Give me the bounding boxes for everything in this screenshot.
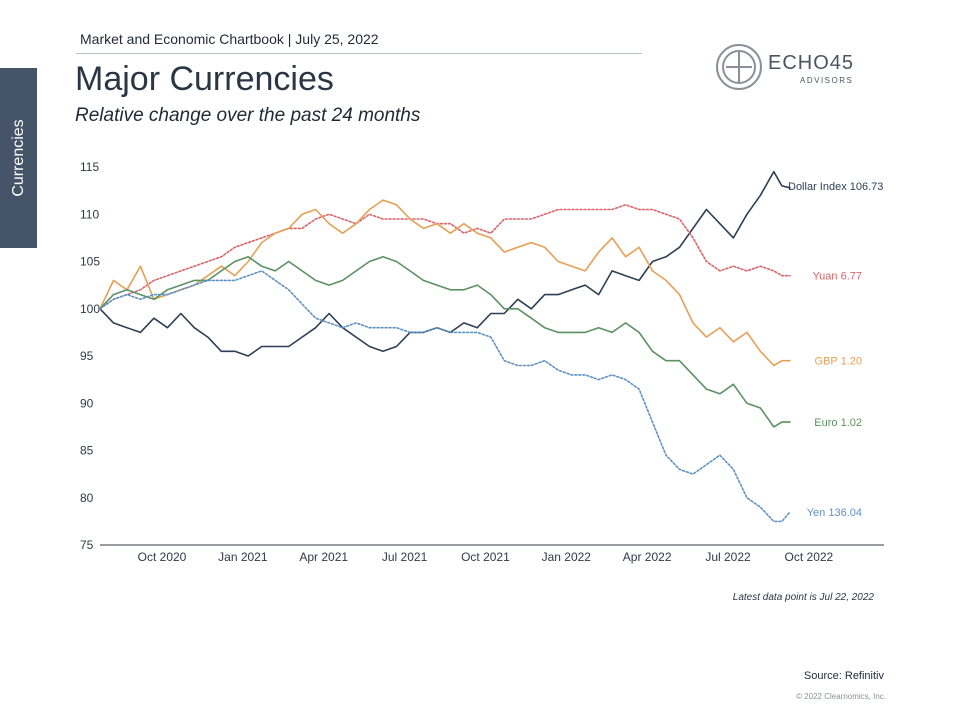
x-tick-label: Apr 2022	[623, 550, 672, 564]
copyright-note: © 2022 Clearnomics, Inc.	[796, 692, 886, 701]
currency-line-chart: 75 80 85 90 95 100 105 110 115 Oct 2020 Jan 2021 A…	[80, 160, 884, 564]
page-subtitle: Relative change over the past 24 months	[75, 105, 421, 126]
y-tick-label: 115	[80, 160, 99, 174]
y-tick-label: 105	[80, 255, 100, 269]
series-line-yen	[99, 270, 791, 523]
header-divider	[76, 53, 642, 54]
x-axis: Oct 2020 Jan 2021 Apr 2021 Jul 2021 Oct 2021…	[138, 550, 834, 564]
x-tick-label: Apr 2021	[299, 550, 348, 564]
y-tick-label: 100	[80, 302, 100, 316]
series-end-label: Euro 1.02	[814, 417, 862, 429]
echo45-logo-icon	[716, 44, 762, 90]
side-section-tab: Currencies	[0, 68, 37, 248]
chartbook-header: Market and Economic Chartbook | July 25,…	[80, 31, 379, 47]
x-tick-label: Oct 2020	[138, 550, 187, 564]
series-end-label: Dollar Index 106.73	[788, 181, 883, 193]
y-tick-label: 110	[80, 207, 99, 221]
logo-wordmark: ECHO45	[768, 52, 855, 74]
y-tick-label: 75	[80, 538, 94, 552]
x-tick-label: Jul 2021	[382, 550, 428, 564]
series-line-yuan	[99, 203, 791, 310]
series-line-euro	[99, 256, 791, 428]
x-tick-label: Jul 2022	[705, 550, 751, 564]
y-axis: 75 80 85 90 95 100 105 110 115	[80, 160, 100, 552]
y-tick-label: 85	[80, 444, 94, 458]
x-tick-label: Jan 2022	[542, 550, 592, 564]
y-tick-label: 95	[80, 349, 94, 363]
x-tick-label: Oct 2022	[785, 550, 834, 564]
series-end-labels: Dollar Index 106.73 Yuan 6.77 GBP 1.20 Euro…	[788, 181, 883, 519]
series-line-dollar-index	[99, 170, 791, 357]
echo45-logo: ECHO45 ADVISORS	[714, 42, 864, 92]
logo-subtext: ADVISORS	[800, 76, 854, 85]
y-tick-label: 90	[80, 396, 94, 410]
series-lines	[99, 170, 791, 523]
latest-data-note: Latest data point is Jul 22, 2022	[732, 592, 874, 603]
series-end-label: Yen 136.04	[807, 507, 862, 519]
series-end-label: GBP 1.20	[815, 356, 863, 368]
series-end-label: Yuan 6.77	[812, 271, 862, 283]
x-tick-label: Oct 2021	[461, 550, 510, 564]
page-title: Major Currencies	[75, 60, 334, 98]
y-tick-label: 80	[80, 491, 94, 505]
source-note: Source: Refinitiv	[803, 670, 884, 682]
x-tick-label: Jan 2021	[218, 550, 268, 564]
series-line-gbp	[99, 199, 791, 367]
